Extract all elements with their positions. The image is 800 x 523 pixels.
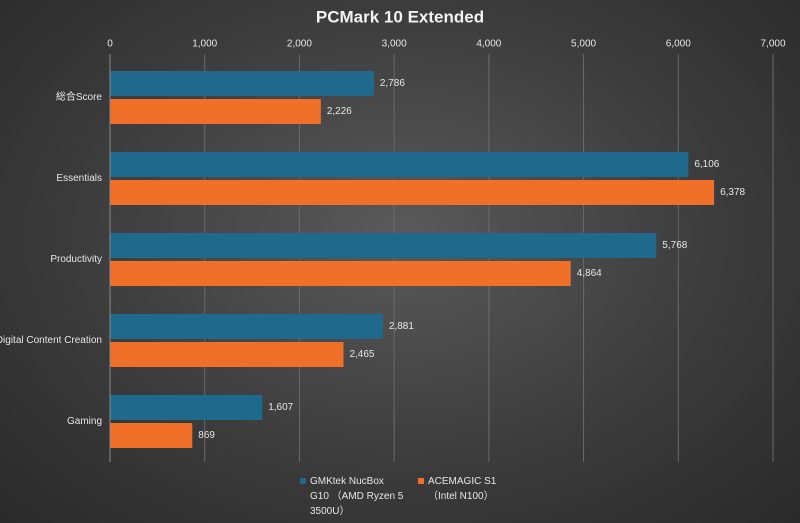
x-tick-label: 0 [107, 39, 113, 50]
bar [110, 342, 344, 367]
value-label: 4,864 [577, 268, 602, 279]
y-tick-label: 総合Score [56, 90, 103, 103]
legend-label: ACEMAGIC S1 （Intel N100） [428, 476, 497, 502]
y-tick-label: Productivity [50, 254, 102, 265]
y-tick-label: Essentials [56, 173, 102, 184]
value-label: 1,607 [268, 402, 293, 413]
y-tick-label: Gaming [67, 416, 102, 427]
x-tick-label: 1,000 [192, 39, 217, 50]
bar [110, 180, 715, 205]
x-tick-label: 3,000 [382, 39, 407, 50]
value-label: 2,786 [380, 78, 405, 89]
bar [110, 261, 571, 286]
value-label: 2,226 [327, 106, 352, 117]
bar [110, 423, 193, 448]
value-label: 6,106 [694, 159, 719, 170]
legend-label: GMKtek NucBox G10 （AMD Ryzen 5 3500U） [310, 476, 404, 517]
value-label: 6,378 [720, 187, 745, 198]
legend-item: GMKtek NucBox G10 （AMD Ryzen 5 3500U） [300, 474, 404, 519]
legend-item: ACEMAGIC S1 （Intel N100） [418, 474, 522, 519]
bar [110, 314, 383, 339]
x-tick-label: 7,000 [760, 39, 785, 50]
value-label: 869 [198, 430, 215, 441]
value-label: 2,465 [349, 349, 374, 360]
legend-swatch [418, 478, 424, 484]
x-tick-label: 2,000 [287, 39, 312, 50]
x-tick-label: 4,000 [476, 39, 501, 50]
legend: GMKtek NucBox G10 （AMD Ryzen 5 3500U） ACE… [300, 474, 522, 519]
y-tick-label: Digital Content Creation [0, 335, 102, 346]
legend-swatch [300, 478, 306, 484]
bar [110, 99, 321, 124]
x-tick-label: 6,000 [666, 39, 691, 50]
value-label: 2,881 [389, 321, 414, 332]
bar [110, 233, 657, 258]
bar [110, 395, 263, 420]
x-tick-label: 5,000 [571, 39, 596, 50]
chart-title: PCMark 10 Extended [316, 7, 484, 26]
bar [110, 152, 689, 177]
value-label: 5,768 [662, 240, 687, 251]
bar [110, 71, 374, 96]
